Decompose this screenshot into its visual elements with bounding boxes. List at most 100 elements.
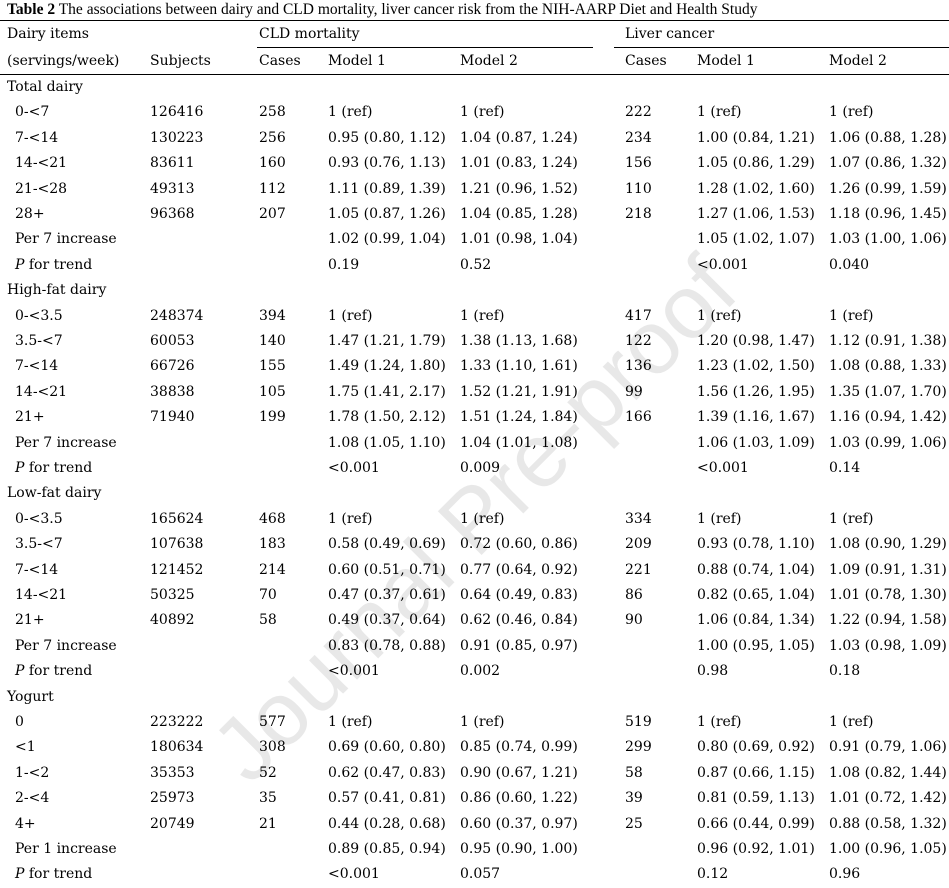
subjects-cell: 40892 [150,612,195,629]
subjects-cell: 248374 [150,307,204,324]
row-label-text: Per 1 increase [15,841,117,857]
subjects-cell: 107638 [150,536,204,553]
row-label: 0-<3.5 [15,507,63,532]
liver-model2-cell: 1.07 (0.86, 1.32) [829,155,947,172]
table-caption-label: Table 2 [7,1,56,18]
cld-model1-cell: 0.93 (0.76, 1.13) [328,155,446,172]
liver-model1-cell: 0.93 (0.78, 1.10) [697,536,815,553]
row-label: 7-<14 [15,558,58,583]
cld-model1-cell: 0.95 (0.80, 1.12) [328,129,446,146]
row-label-text: 0-<3.5 [15,510,63,527]
cld-model1-cell: <0.001 [328,460,380,476]
row-label: 14-<21 [15,380,67,405]
liver-model2-cell: 1.08 (0.88, 1.33) [829,358,947,375]
table-row: 0 223222 577 1 (ref) 1 (ref) 519 1 (ref) 1 (ref… [0,710,949,735]
cld-model2-cell: 1.33 (1.10, 1.61) [460,358,578,375]
cld-model2-cell: 1.04 (1.01, 1.08) [460,434,578,451]
header-lc-cases: Cases [625,53,667,69]
liver-model2-cell: 1 (ref) [829,104,874,121]
cld-model2-cell: 0.85 (0.74, 0.99) [460,739,578,756]
table-row: 4+ 20749 21 0.44 (0.28, 0.68) 0.60 (0.37, 0.… [0,812,949,837]
subjects-cell: 66726 [150,358,195,375]
subjects-cell: 71940 [150,409,195,426]
subjects-cell: 83611 [150,155,195,172]
cld-cases-cell: 35 [259,790,277,807]
row-label: 3.5-<7 [15,532,63,557]
cld-cases-cell: 105 [259,383,286,400]
liver-model2-cell: 0.88 (0.58, 1.32) [829,815,947,832]
table-row: 21+ 40892 58 0.49 (0.37, 0.64) 0.62 (0.46, 0… [0,608,949,633]
section-header-row: Total dairy [0,75,949,100]
cld-cases-cell: 207 [259,206,286,222]
table-row: 7-<14 121452 214 0.60 (0.51, 0.71) 0.77 (0.6… [0,558,949,583]
liver-cases-cell: 334 [625,510,652,527]
liver-model2-cell: 1 (ref) [829,714,874,730]
cld-cases-cell: 214 [259,561,286,578]
row-label-text: <1 [15,739,36,756]
table-row: 3.5-<7 60053 140 1.47 (1.21, 1.79) 1.38 (1.1… [0,329,949,354]
cld-cases-cell: 256 [259,129,286,146]
row-label-text: 21+ [15,409,45,426]
liver-model1-cell: 0.66 (0.44, 0.99) [697,815,815,832]
subjects-cell: 96368 [150,206,195,222]
cld-model1-cell: 0.44 (0.28, 0.68) [328,815,446,832]
liver-model2-cell: 1.08 (0.82, 1.44) [829,764,947,781]
table-row: 2-<4 25973 35 0.57 (0.41, 0.81) 0.86 (0.60, … [0,786,949,811]
row-label: Per 7 increase [15,634,117,659]
table-caption-text: The associations between dairy and CLD m… [58,1,758,18]
cld-cases-cell: 112 [259,180,286,197]
row-label-text: 2-<4 [15,790,50,807]
cld-model2-cell: 1.01 (0.83, 1.24) [460,155,578,172]
table-row: 21-<28 49313 112 1.11 (0.89, 1.39) 1.21 (0.9… [0,177,949,202]
cld-model1-cell: 1.02 (0.99, 1.04) [328,231,446,248]
cld-model2-cell: 0.60 (0.37, 0.97) [460,815,578,832]
table-row: Per 7 increase 0.83 (0.78, 0.88) 0.91 (0.8… [0,634,949,659]
liver-model2-cell: 1 (ref) [829,307,874,324]
cld-cases-cell: 183 [259,536,286,553]
liver-model1-cell: 0.82 (0.65, 1.04) [697,587,815,603]
liver-cases-cell: 166 [625,409,652,426]
liver-model1-cell: 0.87 (0.66, 1.15) [697,764,815,781]
row-label: Per 7 increase [15,227,117,252]
row-label: 2-<4 [15,786,49,811]
p-symbol: P [15,866,25,883]
cld-model1-cell: 0.62 (0.47, 0.83) [328,764,446,781]
header-cld-model2: Model 2 [460,53,518,69]
header-cld-mortality: CLD mortality [259,26,360,42]
table-row: 14-<21 50325 70 0.47 (0.37, 0.61) 0.64 (0.49… [0,583,949,608]
liver-model1-cell: 1.27 (1.06, 1.53) [697,206,815,222]
row-label-text: 0 [15,714,24,730]
liver-cases-cell: 218 [625,206,652,222]
liver-model2-cell: 1.03 (1.00, 1.06) [829,231,947,248]
cld-model2-cell: 0.057 [460,866,501,883]
table-row: 0-<3.5 248374 394 1 (ref) 1 (ref) 417 1 (ref) 1… [0,304,949,329]
table-row: Per 7 increase 1.08 (1.05, 1.10) 1.04 (1.0… [0,431,949,456]
subjects-cell: 130223 [150,129,204,146]
cld-model1-cell: 1.08 (1.05, 1.10) [328,434,446,451]
subjects-cell: 180634 [150,739,204,756]
header-cld-cases: Cases [259,53,301,69]
subjects-cell: 126416 [150,104,204,121]
liver-model1-cell: 1 (ref) [697,714,742,730]
cld-model2-cell: 0.64 (0.49, 0.83) [460,587,578,603]
table-row: P for trend <0.001 0.057 0.12 0.96 [0,862,949,887]
liver-model2-cell: 1 (ref) [829,510,874,527]
row-label: 21-<28 [15,177,67,202]
row-label: 14-<21 [15,151,67,176]
table-row: P for trend 0.19 0.52 <0.001 0.040 [0,253,949,278]
header-unit: (servings/week) [7,53,120,69]
cld-model2-cell: 1 (ref) [460,307,505,324]
liver-cases-cell: 90 [625,612,643,629]
cld-cases-cell: 160 [259,155,286,172]
liver-model1-cell: 0.80 (0.69, 0.92) [697,739,815,756]
subjects-cell: 50325 [150,587,195,603]
cld-model1-cell: 0.47 (0.37, 0.61) [328,587,446,603]
header-bottom-rule [0,74,949,75]
cld-model1-cell: 1.49 (1.24, 1.80) [328,358,446,375]
cld-model1-cell: 0.58 (0.49, 0.69) [328,536,446,553]
cld-cases-cell: 70 [259,587,277,603]
liver-model1-cell: 1.56 (1.26, 1.95) [697,383,815,400]
liver-model2-cell: 1.18 (0.96, 1.45) [829,206,947,222]
liver-model2-cell: 1.16 (0.94, 1.42) [829,409,947,426]
row-label-text: Per 7 increase [15,434,117,451]
